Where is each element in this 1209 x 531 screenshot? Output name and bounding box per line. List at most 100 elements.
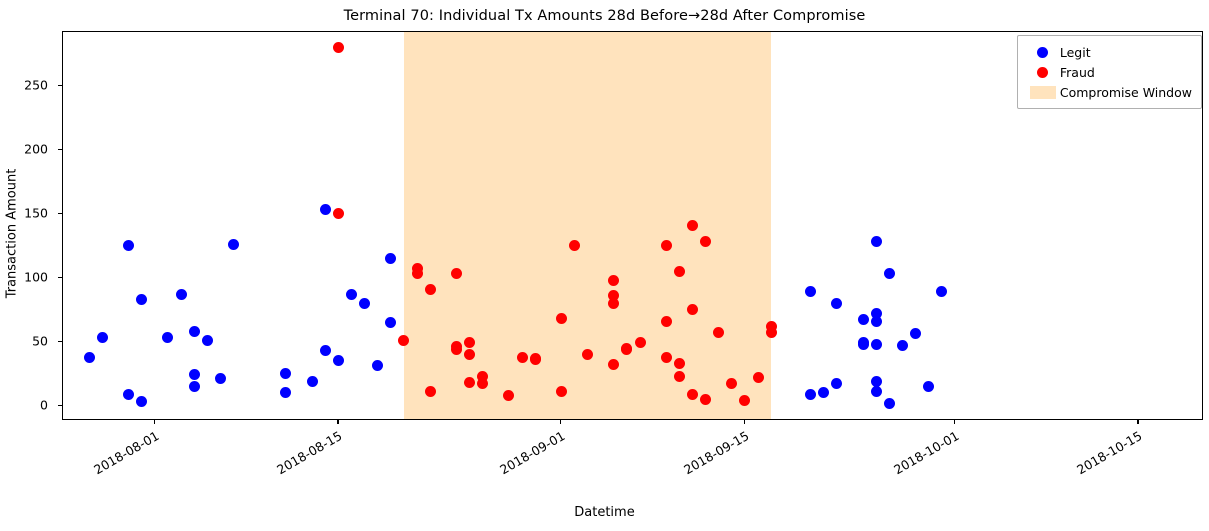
data-point-fraud	[477, 378, 489, 390]
data-point-fraud	[673, 370, 685, 382]
x-tick-label: 2018-10-15	[1074, 428, 1145, 478]
data-point-fraud	[739, 395, 751, 407]
data-point-fraud	[450, 343, 462, 355]
data-point-fraud	[503, 389, 515, 401]
y-axis-label: Transaction Amount	[4, 168, 20, 299]
y-tick-mark	[58, 212, 62, 214]
x-tick-mark	[1137, 420, 1139, 424]
data-point-legit	[359, 297, 371, 309]
data-point-fraud	[608, 290, 620, 302]
data-point-fraud	[424, 283, 436, 295]
data-point-legit	[923, 380, 935, 392]
data-point-legit	[346, 288, 358, 300]
legend-label: Compromise Window	[1059, 84, 1192, 100]
data-point-legit	[188, 369, 200, 381]
x-tick-label: 2018-08-15	[274, 428, 345, 478]
data-point-legit	[188, 325, 200, 337]
data-point-legit	[870, 386, 882, 398]
x-tick-mark	[153, 420, 155, 424]
data-point-legit	[136, 293, 148, 305]
chart-legend: Legit Fraud Compromise Window	[1016, 35, 1202, 109]
compromise-window-span	[403, 32, 772, 419]
data-point-legit	[201, 334, 213, 346]
x-tick-mark	[337, 420, 339, 424]
data-point-legit	[162, 332, 174, 344]
data-point-fraud	[700, 393, 712, 405]
data-point-fraud	[398, 334, 410, 346]
legend-label: Fraud	[1059, 64, 1095, 80]
data-point-fraud	[700, 236, 712, 248]
data-point-fraud	[608, 297, 620, 309]
data-point-legit	[857, 314, 869, 326]
data-point-fraud	[464, 348, 476, 360]
data-point-fraud	[713, 327, 725, 339]
y-tick-label: 150	[24, 205, 48, 221]
x-tick-label: 2018-10-01	[890, 428, 962, 478]
data-point-fraud	[529, 354, 541, 366]
data-point-legit	[805, 286, 817, 298]
data-point-legit	[909, 328, 921, 340]
data-point-fraud	[660, 351, 672, 363]
data-point-fraud	[582, 348, 594, 360]
data-point-fraud	[464, 337, 476, 349]
data-point-fraud	[477, 370, 489, 382]
legend-dot-icon	[1026, 66, 1060, 78]
data-point-fraud	[673, 357, 685, 369]
data-point-fraud	[621, 343, 633, 355]
data-point-legit	[870, 315, 882, 327]
data-point-legit	[896, 340, 908, 351]
data-point-fraud	[687, 388, 699, 400]
data-point-legit	[870, 375, 882, 387]
data-point-fraud	[555, 386, 567, 398]
data-point-legit	[123, 388, 135, 400]
data-point-fraud	[608, 274, 620, 286]
data-point-legit	[870, 308, 882, 319]
x-tick-label: 2018-09-15	[681, 428, 752, 478]
data-point-legit	[280, 387, 292, 399]
y-tick-label: 250	[24, 77, 48, 93]
x-axis-label: Datetime	[574, 505, 635, 520]
x-tick-mark	[560, 420, 562, 424]
data-point-legit	[805, 388, 817, 400]
data-point-legit	[831, 297, 843, 309]
y-tick-mark	[58, 276, 62, 278]
data-point-legit	[280, 368, 292, 380]
data-point-fraud	[411, 268, 423, 280]
data-point-legit	[123, 240, 135, 252]
data-point-legit	[96, 332, 108, 344]
data-point-legit	[870, 236, 882, 248]
data-point-legit	[319, 345, 331, 357]
data-point-legit	[883, 397, 895, 409]
data-point-fraud	[332, 41, 344, 53]
data-point-legit	[332, 355, 344, 367]
legend-patch-icon	[1026, 85, 1060, 99]
data-point-fraud	[765, 327, 777, 339]
data-point-legit	[83, 351, 95, 363]
data-point-legit	[857, 338, 869, 350]
data-point-legit	[936, 286, 948, 298]
data-point-legit	[818, 387, 830, 399]
data-point-fraud	[726, 378, 738, 390]
x-tick-label: 2018-08-01	[90, 428, 162, 478]
legend-dot-icon	[1026, 46, 1060, 58]
data-point-legit	[319, 204, 331, 216]
data-point-legit	[306, 375, 318, 387]
plot-area	[62, 31, 1203, 420]
data-point-legit	[136, 396, 148, 408]
y-tick-mark	[58, 340, 62, 342]
data-point-legit	[372, 360, 384, 372]
data-point-legit	[831, 378, 843, 390]
data-point-fraud	[634, 337, 646, 349]
data-point-fraud	[450, 268, 462, 280]
data-point-fraud	[673, 265, 685, 277]
legend-item: Legit	[1026, 42, 1192, 62]
data-point-fraud	[555, 313, 567, 325]
legend-item: Compromise Window	[1026, 82, 1192, 102]
data-point-fraud	[464, 377, 476, 389]
data-point-legit	[214, 373, 226, 385]
data-point-fraud	[660, 315, 672, 327]
x-tick-mark	[953, 420, 955, 424]
data-point-fraud	[568, 240, 580, 252]
data-point-legit	[385, 316, 397, 328]
